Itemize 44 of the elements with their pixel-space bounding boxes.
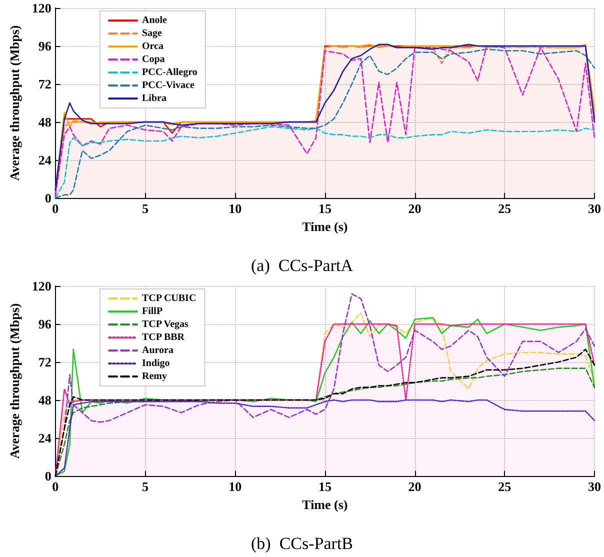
y-axis-title: Average throughput (Mbps) [7,303,22,459]
y-tick-label: 24 [38,152,52,168]
legend-label: Anole [142,15,168,26]
y-tick-label: 48 [38,392,52,408]
legend-label: TCP Vegas [142,319,189,330]
y-tick-label: 120 [32,0,52,16]
y-axis-title: Average throughput (Mbps) [7,25,22,181]
legend-label: Copa [142,54,165,65]
x-tick-label: 10 [228,201,242,216]
text: (b) CCs-PartB [251,534,353,553]
legend-label: Indigo [142,358,170,369]
x-tick-label: 5 [142,201,149,216]
legend-label: TCP BBR [142,332,186,343]
x-tick-label: 20 [408,479,422,494]
x-tick-label: 15 [318,479,332,494]
y-tick-label: 96 [38,316,52,332]
y-tick-label: 120 [32,278,52,294]
y-tick-label: 72 [38,354,52,370]
text: (a) CCs-PartA [251,256,354,275]
legend-label: FillP [142,306,163,317]
y-tick-label: 0 [44,468,52,484]
legend-label: TCP CUBIC [142,293,196,304]
y-tick-label: 48 [38,114,52,130]
y-tick-label: 96 [38,38,52,54]
legend-label: PCC-Vivace [142,80,195,91]
legend-label: Sage [142,28,163,39]
x-axis-title: Time (s) [302,496,348,512]
y-tick-label: 72 [38,76,52,92]
x-tick-label: 20 [408,201,422,216]
x-tick-label: 25 [498,201,512,216]
x-tick-label: 10 [228,479,242,494]
legend-label: Orca [142,41,164,52]
legend-label: Libra [142,93,166,104]
legend-label: Remy [142,371,167,382]
x-tick-label: 15 [318,201,332,216]
y-tick-label: 0 [44,190,52,206]
x-tick-label: 5 [142,479,149,494]
x-tick-label: 30 [588,479,601,494]
x-tick-label: 25 [498,479,512,494]
legend-label: Aurora [142,345,174,356]
y-tick-label: 24 [38,430,52,446]
legend-label: PCC-Allegro [142,67,198,78]
x-tick-label: 30 [588,201,601,216]
x-axis-title: Time (s) [302,218,348,234]
